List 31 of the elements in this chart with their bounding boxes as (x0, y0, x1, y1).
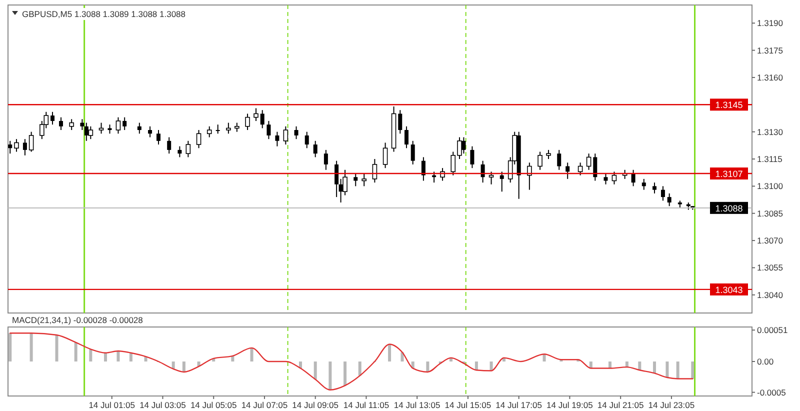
y-tick-label: 1.3070 (757, 236, 784, 246)
ref-line-label: 1.3088 (715, 203, 743, 214)
y-tick-label: 0.00 (757, 356, 774, 366)
y-tick-label: 1.3100 (757, 181, 784, 192)
y-tick-label: 1.3160 (757, 72, 784, 82)
y-tick-label: 0.00051 (757, 325, 788, 336)
text: GBPUSD,M5 1.3088 1.3089 1.3088 1.3088 (22, 9, 186, 19)
ref-line-label: 1.3107 (715, 168, 743, 179)
y-tick-label: 1.3115 (757, 154, 783, 164)
y-tick-label: -0.0005 (757, 387, 786, 398)
x-tick-label: 14 Jul 17:05 (496, 400, 542, 410)
x-tick-label: 14 Jul 03:05 (140, 400, 186, 410)
y-tick-label: 1.3190 (757, 18, 784, 28)
x-tick-label: 14 Jul 15:05 (444, 400, 492, 410)
y-tick-label: 1.3175 (757, 45, 784, 56)
y-tick-label: 1.3055 (757, 262, 784, 273)
x-tick-label: 14 Jul 01:05 (88, 400, 136, 410)
x-tick-label: 14 Jul 09:05 (292, 400, 339, 410)
y-tick-label: 1.3040 (757, 290, 784, 300)
ref-line-label: 1.3043 (715, 284, 743, 295)
x-tick-label: 14 Jul 19:05 (546, 400, 594, 410)
x-tick-label: 14 Jul 21:05 (597, 400, 644, 410)
x-tick-label: 14 Jul 07:05 (241, 400, 288, 410)
x-tick-label: 14 Jul 11:05 (343, 400, 390, 410)
ref-line-label: 1.3145 (715, 100, 743, 110)
x-tick-label: 14 Jul 23:05 (648, 400, 695, 410)
y-tick-label: 1.3085 (757, 208, 784, 218)
y-tick-label: 1.3130 (757, 126, 784, 137)
chart-title: MACD(21,34,1) -0.00028 -0.00028 (12, 315, 144, 325)
x-tick-label: 14 Jul 13:05 (394, 400, 441, 410)
x-tick-label: 14 Jul 05:05 (190, 400, 238, 410)
